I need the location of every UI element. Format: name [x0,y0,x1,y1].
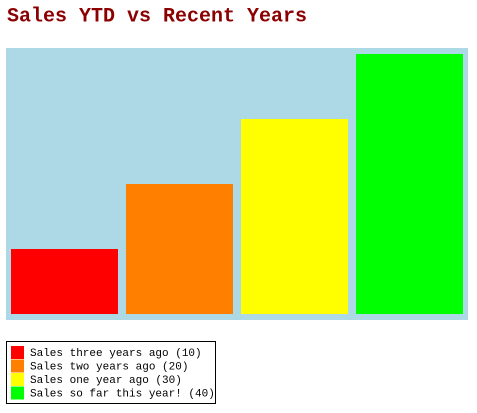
legend-label: Sales so far this year! (40) [30,388,215,400]
legend [6,341,216,404]
legend-swatch [11,359,24,373]
bar [126,184,233,314]
chart-title: Sales YTD vs Recent Years [7,5,307,28]
legend-swatch [11,346,24,359]
legend-label: Sales two years ago (20) [30,361,188,373]
legend-label: Sales one year ago (30) [30,375,182,387]
bar [11,249,118,314]
legend-swatch [11,386,24,400]
legend-label: Sales three years ago (10) [30,348,202,360]
legend-swatch [11,373,24,386]
bar [356,54,463,314]
bar [241,119,348,314]
